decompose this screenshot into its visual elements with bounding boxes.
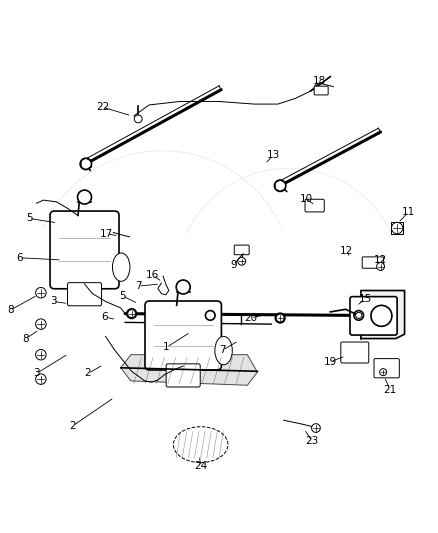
Text: 3: 3 <box>50 296 57 306</box>
Text: 20: 20 <box>244 313 258 323</box>
Text: 21: 21 <box>384 385 397 394</box>
Ellipse shape <box>113 253 130 281</box>
Circle shape <box>134 115 142 123</box>
Circle shape <box>356 312 362 318</box>
FancyBboxPatch shape <box>341 342 369 363</box>
Text: 10: 10 <box>300 194 313 204</box>
Text: 12: 12 <box>374 255 387 265</box>
Text: 19: 19 <box>324 357 337 367</box>
Ellipse shape <box>173 427 228 463</box>
Text: 7: 7 <box>135 281 141 291</box>
Circle shape <box>78 190 92 204</box>
Circle shape <box>276 313 285 323</box>
Text: 15: 15 <box>359 294 372 304</box>
Circle shape <box>377 263 385 270</box>
FancyBboxPatch shape <box>67 282 102 306</box>
Text: 7: 7 <box>219 345 226 356</box>
Circle shape <box>311 424 320 432</box>
Circle shape <box>354 311 364 320</box>
Text: 22: 22 <box>96 102 109 112</box>
Text: 24: 24 <box>194 462 207 472</box>
Text: 6: 6 <box>101 312 108 322</box>
Text: 12: 12 <box>340 246 353 256</box>
Text: 8: 8 <box>23 334 29 344</box>
Polygon shape <box>361 290 405 338</box>
FancyBboxPatch shape <box>314 86 328 95</box>
Text: 2: 2 <box>69 421 76 431</box>
Circle shape <box>35 319 46 329</box>
Circle shape <box>128 310 136 318</box>
Text: 3: 3 <box>33 368 40 378</box>
Circle shape <box>35 374 46 384</box>
Text: 18: 18 <box>313 76 326 86</box>
FancyBboxPatch shape <box>350 297 397 335</box>
FancyBboxPatch shape <box>234 245 249 255</box>
Circle shape <box>80 158 92 169</box>
Text: 6: 6 <box>16 253 23 263</box>
Text: 8: 8 <box>7 305 14 315</box>
Circle shape <box>371 305 392 326</box>
Ellipse shape <box>215 336 232 365</box>
Circle shape <box>276 314 284 322</box>
FancyBboxPatch shape <box>166 364 200 387</box>
Text: 11: 11 <box>402 207 416 217</box>
Circle shape <box>127 309 137 318</box>
FancyBboxPatch shape <box>145 301 221 370</box>
Circle shape <box>35 350 46 360</box>
FancyBboxPatch shape <box>362 257 384 268</box>
Circle shape <box>205 311 215 320</box>
Circle shape <box>275 180 286 191</box>
FancyBboxPatch shape <box>374 359 399 378</box>
Text: 2: 2 <box>85 368 92 378</box>
FancyBboxPatch shape <box>50 211 119 289</box>
Circle shape <box>238 257 246 265</box>
Text: 16: 16 <box>146 270 159 280</box>
FancyBboxPatch shape <box>305 199 324 212</box>
Text: 5: 5 <box>119 291 125 301</box>
Circle shape <box>392 222 403 234</box>
Text: 1: 1 <box>163 342 170 352</box>
Circle shape <box>35 287 46 298</box>
Polygon shape <box>121 354 258 385</box>
Text: 9: 9 <box>230 260 237 270</box>
Text: 23: 23 <box>305 436 318 446</box>
Circle shape <box>380 369 387 376</box>
Text: 13: 13 <box>267 150 280 160</box>
Text: 5: 5 <box>26 214 32 223</box>
Circle shape <box>176 280 190 294</box>
Text: 17: 17 <box>100 229 113 239</box>
